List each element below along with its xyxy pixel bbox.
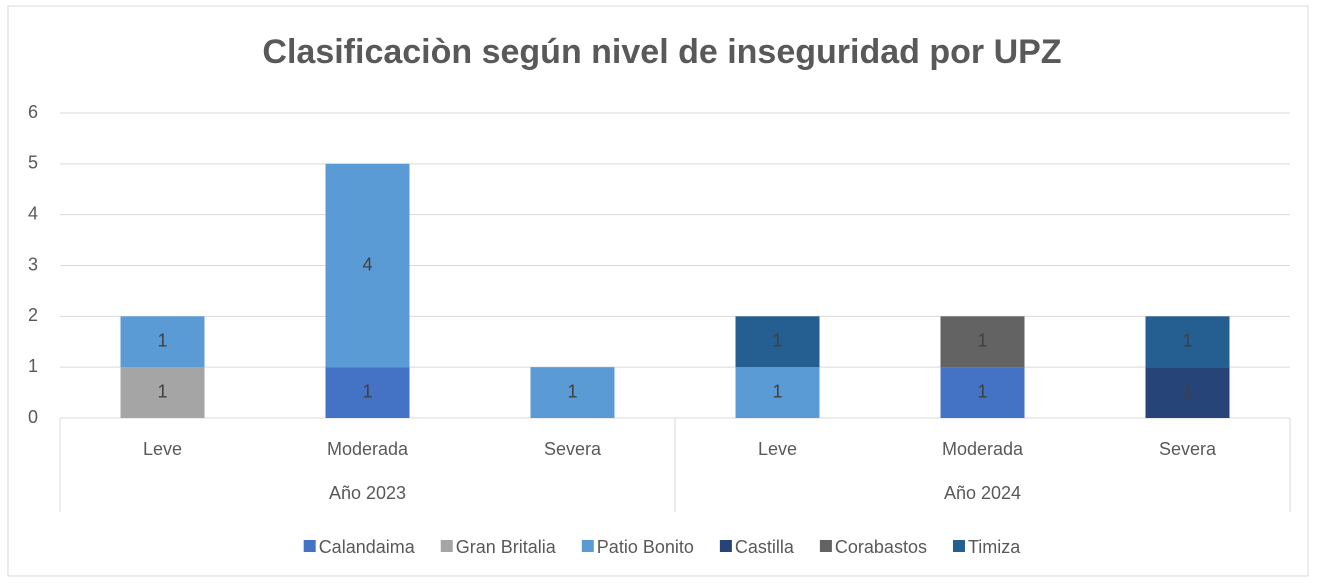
legend-label: Castilla bbox=[735, 537, 795, 557]
legend-swatch bbox=[952, 540, 965, 552]
bar-segment bbox=[530, 367, 615, 418]
legend-swatch bbox=[440, 540, 453, 552]
bar-segment bbox=[940, 367, 1025, 418]
legend-label: Corabastos bbox=[835, 537, 927, 557]
bar-segment bbox=[940, 316, 1025, 368]
legend-label: Timiza bbox=[968, 537, 1021, 557]
data-label: 1 bbox=[977, 331, 987, 351]
x-tick-label: Moderada bbox=[942, 439, 1024, 459]
data-label: 1 bbox=[1182, 381, 1192, 401]
bar-segment bbox=[1145, 316, 1230, 368]
y-tick-label: 2 bbox=[28, 305, 38, 325]
legend-label: Patio Bonito bbox=[597, 537, 694, 557]
x-tick-label: Severa bbox=[1159, 439, 1217, 459]
legend-swatch bbox=[819, 540, 832, 552]
group-label: Año 2024 bbox=[944, 483, 1021, 503]
y-tick-label: 3 bbox=[28, 254, 38, 274]
data-label: 1 bbox=[772, 331, 782, 351]
bar-segment bbox=[325, 163, 410, 368]
legend-swatch bbox=[303, 540, 316, 552]
x-tick-label: Moderada bbox=[327, 439, 409, 459]
data-label: 1 bbox=[977, 381, 987, 401]
bar-segment bbox=[120, 367, 205, 418]
data-label: 4 bbox=[362, 254, 372, 274]
legend-label: Gran Britalia bbox=[456, 537, 557, 557]
x-tick-label: Severa bbox=[544, 439, 602, 459]
legend-swatch bbox=[581, 540, 594, 552]
data-label: 1 bbox=[567, 381, 577, 401]
data-label: 1 bbox=[772, 381, 782, 401]
chart-border bbox=[7, 5, 1309, 577]
y-tick-label: 6 bbox=[28, 102, 38, 122]
y-tick-label: 5 bbox=[28, 153, 38, 173]
bar-segment bbox=[735, 367, 820, 418]
data-label: 1 bbox=[157, 331, 167, 351]
bar-segment bbox=[120, 316, 205, 368]
x-tick-label: Leve bbox=[758, 439, 797, 459]
data-label: 1 bbox=[362, 381, 372, 401]
bar-segment bbox=[735, 316, 820, 368]
bar-segment bbox=[325, 367, 410, 418]
y-tick-label: 4 bbox=[28, 203, 38, 223]
legend-swatch bbox=[719, 540, 732, 552]
y-tick-label: 0 bbox=[28, 407, 38, 427]
bar-segment bbox=[1145, 367, 1230, 418]
data-label: 1 bbox=[1182, 331, 1192, 351]
chart-title: Clasificaciòn según nivel de inseguridad… bbox=[262, 33, 1061, 71]
legend-label: Calandaima bbox=[319, 537, 416, 557]
y-tick-label: 1 bbox=[28, 356, 38, 376]
group-label: Año 2023 bbox=[329, 483, 406, 503]
x-tick-label: Leve bbox=[143, 439, 182, 459]
data-label: 1 bbox=[157, 381, 167, 401]
